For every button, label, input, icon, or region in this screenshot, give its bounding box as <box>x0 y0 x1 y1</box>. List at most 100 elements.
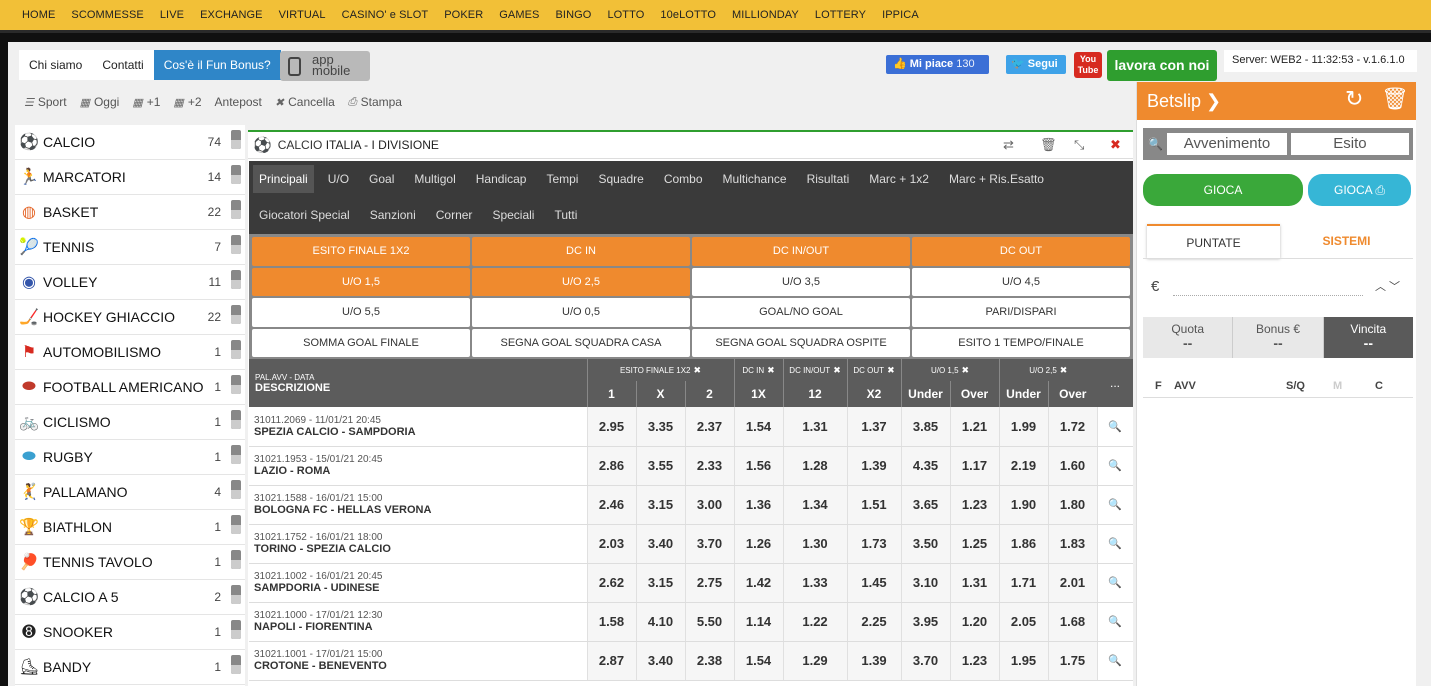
odds-cell[interactable]: 5.50 <box>684 602 735 642</box>
toggle-icon[interactable] <box>231 165 241 184</box>
event-description[interactable]: 31021.1002 - 16/01/21 20:45 SAMPDORIA - U… <box>249 563 587 603</box>
odds-cell[interactable]: 1.26 <box>733 524 784 564</box>
close-icon[interactable]: ✖ <box>1110 137 1121 152</box>
sidebar-item-calcio[interactable]: ⚽ CALCIO 74 <box>15 125 245 160</box>
market-button[interactable]: ESITO 1 TEMPO/FINALE <box>912 328 1130 357</box>
gioca-button[interactable]: GIOCA <box>1143 174 1303 206</box>
market-button[interactable]: GOAL/NO GOAL <box>692 298 910 327</box>
odds-cell[interactable]: 1.36 <box>733 485 784 525</box>
toggle-icon[interactable] <box>231 305 241 324</box>
odds-cell[interactable]: 3.95 <box>900 602 951 642</box>
tab-goal[interactable]: Goal <box>369 172 395 186</box>
odds-cell[interactable]: 1.31 <box>782 407 848 447</box>
sidebar-item-pallamano[interactable]: 🤾 PALLAMANO 4 <box>15 475 245 510</box>
toggle-icon[interactable] <box>231 200 241 219</box>
nav-item-lotto[interactable]: LOTTO <box>607 9 645 21</box>
toggle-icon[interactable] <box>231 585 241 604</box>
odds-cell[interactable]: 1.99 <box>998 407 1049 447</box>
odds-cell[interactable]: 1.56 <box>733 446 784 486</box>
toggle-icon[interactable] <box>231 480 241 499</box>
odds-cell[interactable]: 2.03 <box>586 524 636 564</box>
nav-item-virtual[interactable]: VIRTUAL <box>278 9 326 21</box>
nav-item-home[interactable]: HOME <box>22 9 56 21</box>
odds-cell[interactable]: 3.70 <box>684 524 735 564</box>
odds-cell[interactable]: 1.31 <box>949 563 1000 603</box>
toggle-icon[interactable] <box>231 270 241 289</box>
odds-cell[interactable]: 3.35 <box>635 407 685 447</box>
sidebar-item-rugby[interactable]: ⬬ RUGBY 1 <box>15 440 245 475</box>
tab-principali[interactable]: Principali <box>253 165 314 193</box>
sidebar-item-hockey-ghiaccio[interactable]: 🏒 HOCKEY GHIACCIO 22 <box>15 300 245 335</box>
avvenimento-input[interactable]: Avvenimento <box>1166 133 1287 155</box>
toggle-icon[interactable] <box>231 410 241 429</box>
odds-cell[interactable]: 1.71 <box>998 563 1049 603</box>
sidebar-item-bandy[interactable]: ⛸ BANDY 1 <box>15 650 245 685</box>
odds-cell[interactable]: 1.90 <box>998 485 1049 525</box>
tab-corner[interactable]: Corner <box>435 208 473 222</box>
odds-cell[interactable]: 3.65 <box>900 485 951 525</box>
odds-cell[interactable]: 1.54 <box>733 641 784 681</box>
esito-input[interactable]: Esito <box>1290 133 1409 155</box>
odds-cell[interactable]: 3.70 <box>900 641 951 681</box>
sidebar-item-tennis-tavolo[interactable]: 🏓 TENNIS TAVOLO 1 <box>15 545 245 580</box>
odds-cell[interactable]: 3.50 <box>900 524 951 564</box>
stake-stepper[interactable]: ︿ ﹀ <box>1375 281 1401 293</box>
search-icon[interactable]: 🔍 <box>1096 641 1133 681</box>
sidebar-item-football-americano[interactable]: ⬬ FOOTBALL AMERICANO 1 <box>15 370 245 405</box>
odds-cell[interactable]: 2.05 <box>998 602 1049 642</box>
odds-cell[interactable]: 3.40 <box>635 641 685 681</box>
event-description[interactable]: 31021.1588 - 16/01/21 15:00 BOLOGNA FC - … <box>249 485 587 525</box>
odds-cell[interactable]: 1.58 <box>586 602 636 642</box>
odds-cell[interactable]: 3.55 <box>635 446 685 486</box>
event-description[interactable]: 31021.1000 - 17/01/21 12:30 NAPOLI - FIOR… <box>249 602 587 642</box>
nav-item-exchange[interactable]: EXCHANGE <box>200 9 263 21</box>
trash-icon[interactable]: 🗑 <box>1381 86 1409 111</box>
gioca-print-button[interactable]: GIOCA ⎙ <box>1308 174 1411 206</box>
toggle-icon[interactable] <box>231 620 241 639</box>
more-header[interactable]: ... <box>1097 359 1133 407</box>
sport-filter[interactable]: ☰ Sport <box>24 95 67 109</box>
tab-marc-1x2[interactable]: Marc + 1x2 <box>869 172 929 186</box>
toggle-icon[interactable] <box>231 235 241 254</box>
toggle-icon[interactable] <box>231 340 241 359</box>
odds-cell[interactable]: 1.86 <box>998 524 1049 564</box>
market-button[interactable]: DC OUT <box>912 237 1130 266</box>
close-icon[interactable]: ✖ <box>833 364 841 375</box>
lavora-con-noi-button[interactable]: lavora con noi <box>1107 50 1217 81</box>
event-description[interactable]: 31021.1752 - 16/01/21 18:00 TORINO - SPEZ… <box>249 524 587 564</box>
tab-marc-ris-esatto[interactable]: Marc + Ris.Esatto <box>948 172 1044 186</box>
odds-cell[interactable]: 4.10 <box>635 602 685 642</box>
odds-cell[interactable]: 3.10 <box>900 563 951 603</box>
odds-cell[interactable]: 1.21 <box>949 407 1000 447</box>
odds-cell[interactable]: 3.40 <box>635 524 685 564</box>
odds-cell[interactable]: 2.37 <box>684 407 735 447</box>
odds-cell[interactable]: 2.62 <box>586 563 636 603</box>
fun-bonus-link[interactable]: Cos'è il Fun Bonus? <box>153 50 281 80</box>
refresh-icon[interactable]: ⇄ <box>1003 137 1014 152</box>
expand-icon[interactable]: ⤡ <box>1074 137 1085 152</box>
odds-cell[interactable]: 1.73 <box>846 524 902 564</box>
toggle-icon[interactable] <box>231 375 241 394</box>
market-button[interactable]: U/O 2,5 <box>472 267 690 296</box>
tab-u-o[interactable]: U/O <box>327 172 350 186</box>
odds-cell[interactable]: 1.22 <box>782 602 848 642</box>
odds-cell[interactable]: 1.28 <box>782 446 848 486</box>
odds-cell[interactable]: 1.23 <box>949 485 1000 525</box>
market-button[interactable]: SEGNA GOAL SQUADRA OSPITE <box>692 328 910 357</box>
toggle-icon[interactable] <box>231 655 241 674</box>
market-button[interactable]: DC IN/OUT <box>692 237 910 266</box>
market-button[interactable]: SEGNA GOAL SQUADRA CASA <box>472 328 690 357</box>
tab-multichance[interactable]: Multichance <box>722 172 787 186</box>
odds-cell[interactable]: 1.20 <box>949 602 1000 642</box>
toggle-icon[interactable] <box>231 130 241 149</box>
chi-siamo-link[interactable]: Chi siamo <box>29 58 83 72</box>
plus2-filter[interactable]: ▦ +2 <box>173 95 201 109</box>
market-button[interactable]: U/O 0,5 <box>472 298 690 327</box>
sidebar-item-ciclismo[interactable]: 🚲 CICLISMO 1 <box>15 405 245 440</box>
twitter-follow-button[interactable]: 🐦 Segui <box>1006 55 1066 74</box>
sidebar-item-snooker[interactable]: ➑ SNOOKER 1 <box>15 615 245 650</box>
close-icon[interactable]: ✖ <box>887 364 895 375</box>
odds-cell[interactable]: 2.87 <box>586 641 636 681</box>
event-description[interactable]: 31021.1001 - 17/01/21 15:00 CROTONE - BEN… <box>249 641 587 681</box>
oggi-filter[interactable]: ▦ Oggi <box>80 95 120 109</box>
